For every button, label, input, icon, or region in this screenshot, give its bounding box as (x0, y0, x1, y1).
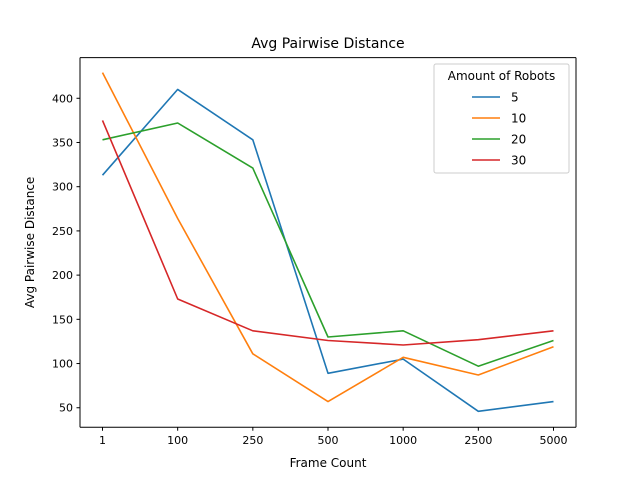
legend-label-10: 10 (511, 112, 526, 126)
legend-title: Amount of Robots (448, 69, 555, 83)
y-axis: 50 100 150 200 250 300 350 400 (52, 92, 80, 415)
legend-label-5: 5 (511, 91, 519, 105)
series-group (101, 72, 554, 413)
y-tick-label: 300 (52, 181, 73, 194)
plot-frame (79, 57, 577, 428)
x-tick-label: 1 (99, 434, 106, 447)
y-tick-label: 150 (52, 313, 73, 326)
y-tick-label: 400 (52, 92, 73, 105)
series-line-10 (101, 72, 554, 403)
series-line-30 (101, 120, 554, 346)
x-axis: 1 100 250 500 1000 2500 5000 (99, 427, 568, 447)
y-axis-label: Avg Pairwise Distance (23, 177, 37, 308)
x-tick-label: 2500 (464, 434, 492, 447)
legend-frame (433, 63, 570, 174)
legend: Amount of Robots 5 10 20 30 (433, 63, 570, 174)
legend-label-30: 30 (511, 154, 526, 168)
y-tick-label: 350 (52, 136, 73, 149)
legend-label-20: 20 (511, 133, 526, 147)
x-tick-label: 250 (242, 434, 263, 447)
chart-title: Avg Pairwise Distance (251, 36, 404, 52)
x-tick-label: 5000 (540, 434, 568, 447)
x-tick-label: 500 (318, 434, 339, 447)
x-tick-label: 100 (167, 434, 188, 447)
y-tick-label: 50 (59, 402, 73, 415)
series-line-20 (102, 122, 554, 368)
series-line-5 (101, 88, 554, 413)
x-axis-label: Frame Count (290, 456, 367, 470)
y-tick-label: 200 (52, 269, 73, 282)
x-tick-label: 1000 (389, 434, 417, 447)
y-tick-label: 250 (52, 225, 73, 238)
y-tick-label: 100 (52, 358, 73, 371)
